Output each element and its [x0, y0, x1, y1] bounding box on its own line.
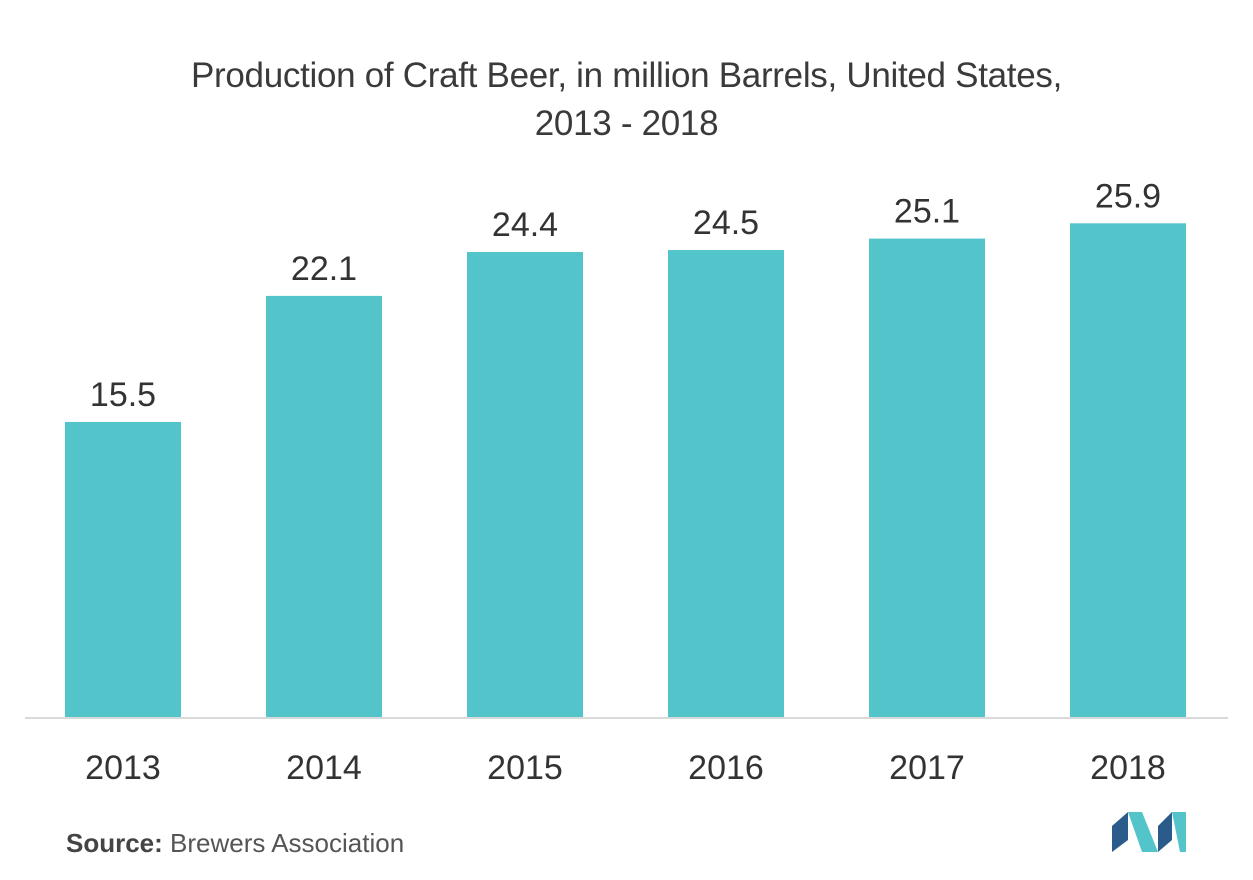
value-label-2018: 25.9: [1095, 177, 1161, 215]
value-label-2015: 24.4: [492, 206, 558, 244]
x-tick-label-2013: 2013: [85, 749, 161, 787]
bar-2015: [467, 251, 583, 718]
value-label-2014: 22.1: [291, 250, 357, 288]
chart-title-line-2: 2013 - 2018: [534, 104, 719, 143]
source-note: Source: Brewers Association: [66, 828, 404, 859]
value-labels-group: 15.5 22.1 24.4 24.5 25.1 25.9: [90, 177, 1161, 414]
bar-2016: [668, 250, 784, 719]
x-tick-label-2018: 2018: [1090, 749, 1166, 787]
chart-title: Production of Craft Beer, in million Bar…: [0, 52, 1253, 148]
value-label-2013: 15.5: [90, 376, 156, 414]
source-text: Brewers Association: [170, 828, 405, 858]
bars-group: [65, 223, 1186, 719]
x-tick-labels-group: 2013 2014 2015 2016 2017 2018: [85, 749, 1166, 787]
x-tick-label-2014: 2014: [286, 749, 362, 787]
bar-2017: [869, 238, 985, 718]
source-label: Source:: [66, 828, 163, 858]
value-label-2016: 24.5: [693, 204, 759, 242]
x-tick-label-2015: 2015: [487, 749, 563, 787]
x-tick-label-2016: 2016: [688, 749, 764, 787]
bar-2014: [266, 295, 382, 718]
value-label-2017: 25.1: [894, 193, 960, 231]
x-tick-label-2017: 2017: [889, 749, 965, 787]
bar-2013: [65, 421, 181, 718]
chart-title-line-1: Production of Craft Beer, in million Bar…: [190, 56, 1062, 95]
bar-2018: [1070, 223, 1186, 718]
mordor-logo-icon: [1112, 812, 1186, 852]
